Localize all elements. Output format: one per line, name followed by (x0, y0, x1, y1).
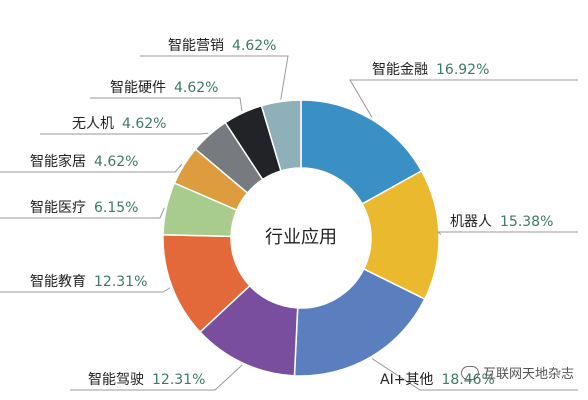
slice-name-5: 智能教育 (30, 274, 86, 290)
slice-value-8: 4.62% (122, 116, 166, 132)
slice-10 (260, 99, 302, 172)
slice-label-6: 智能医疗 6.15% (30, 200, 138, 216)
slice-name-8: 无人机 (72, 116, 114, 132)
slice-value-10: 4.62% (232, 38, 276, 54)
slice-label-1: 智能金融 16.92% (372, 62, 489, 78)
slice-label-2: 机器人 15.38% (450, 214, 553, 230)
slice-value-4: 12.31% (152, 372, 205, 388)
slice-value-6: 6.15% (94, 200, 138, 216)
slice-label-5: 智能教育 12.31% (30, 274, 147, 290)
slice-label-3: AI+其他 18.46% (380, 372, 495, 388)
leader-line-2 (436, 231, 578, 235)
leader-line-1 (349, 79, 578, 118)
leader-line-8 (40, 132, 209, 135)
leader-line-3 (371, 358, 578, 391)
leader-line-4 (70, 364, 243, 391)
slice-label-8: 无人机 4.62% (72, 116, 166, 132)
leader-line-6 (0, 207, 165, 219)
wechat-logo-icon (460, 365, 479, 380)
leader-lines (0, 55, 578, 391)
slice-name-7: 智能家居 (30, 153, 86, 170)
slice-value-3: 18.46% (441, 372, 494, 388)
slice-value-9: 4.62% (174, 80, 218, 96)
slice-name-1: 智能金融 (372, 62, 428, 78)
slice-value-2: 15.38% (500, 214, 553, 230)
slice-name-6: 智能医疗 (30, 200, 86, 216)
leader-line-10 (140, 55, 289, 100)
slice-name-4: 智能驾驶 (88, 372, 144, 388)
slice-name-10: 智能营销 (168, 38, 224, 54)
watermark-text: 互联网天地杂志 (482, 367, 574, 382)
slice-value-5: 12.31% (94, 274, 147, 290)
center-label: 行业应用 (265, 227, 337, 248)
leader-line-5 (0, 287, 171, 293)
slice-labels: 智能金融 16.92% 机器人 15.38% AI+其他 18.46% 智能驾驶 12.31%… (30, 38, 553, 388)
slice-name-3: AI+其他 (380, 372, 433, 388)
slice-value-7: 4.62% (94, 154, 138, 170)
slice-3 (293, 267, 426, 377)
slice-label-7: 智能家居 4.62% (30, 153, 138, 170)
slice-label-10: 智能营销 4.62% (168, 38, 276, 54)
slice-name-2: 机器人 (450, 214, 492, 230)
watermark: 互联网天地杂志 (460, 363, 574, 382)
slice-value-1: 16.92% (436, 62, 489, 78)
slice-name-9: 智能硬件 (110, 80, 166, 96)
slice-label-9: 智能硬件 4.62% (110, 80, 218, 96)
leader-line-9 (90, 97, 243, 112)
slices-layer (162, 99, 440, 377)
leader-line-7 (0, 163, 183, 173)
slice-label-4: 智能驾驶 12.31% (88, 372, 205, 388)
